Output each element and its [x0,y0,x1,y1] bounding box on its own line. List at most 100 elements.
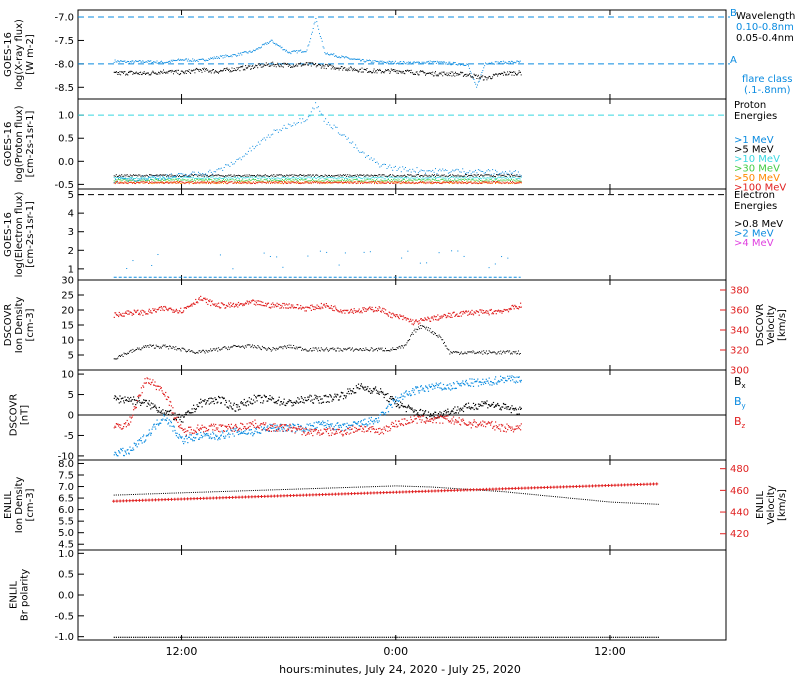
data-point [401,177,403,179]
data-point [297,50,299,52]
data-point [215,182,217,184]
data-point [492,313,495,315]
data-point [311,179,313,180]
data-point [213,403,215,405]
data-point [125,179,127,181]
data-point [222,57,224,59]
data-point [212,182,214,184]
data-point [462,178,464,180]
y2-tick-label: 340 [730,326,749,337]
data-point [467,178,469,180]
data-point [295,50,297,51]
data-point [397,405,399,407]
data-point [240,175,242,177]
data-point [260,402,262,404]
data-point [248,179,250,180]
data-point [436,335,438,337]
data-point [518,61,520,63]
data-point [517,175,519,177]
data-point [517,171,519,173]
data-point [520,71,521,73]
data-point [269,306,271,308]
data-point [377,61,379,63]
data-point [476,176,478,178]
data-point [475,407,477,409]
data-point [261,46,262,48]
data-point [307,116,309,118]
data-point [228,400,230,402]
data-point [481,72,483,73]
data-point [317,305,320,307]
data-point [382,391,384,393]
data-point [310,111,312,113]
data-point [335,181,337,183]
data-point [125,312,127,314]
data-point [245,182,247,184]
y-tick-label: -8.5 [54,83,74,94]
data-point [516,182,518,184]
data-point [485,63,487,65]
data-point [375,162,376,163]
data-point [143,177,145,179]
data-point [299,118,301,120]
data-point [319,350,321,352]
data-point [145,400,147,402]
data-point [180,416,182,418]
data-point [270,307,272,309]
data-point [263,178,265,180]
data-point [466,176,468,178]
data-point [291,347,293,349]
data-point [456,180,458,182]
data-point [208,179,209,181]
data-point [351,180,353,182]
data-point [252,68,254,69]
data-point [470,174,472,176]
data-point [287,401,289,403]
data-point [460,407,462,409]
data-point [334,348,336,350]
data-point [244,303,246,305]
data-point [160,412,162,414]
data-point [136,60,137,62]
data-point [424,180,426,182]
data-point [200,398,202,400]
data-point [445,178,447,180]
data-point [431,73,433,75]
data-point [325,177,327,179]
data-point [181,181,183,183]
data-point [294,50,295,52]
data-point [339,180,341,182]
data-point [255,65,257,67]
data-point [289,181,291,183]
data-point [300,179,302,181]
data-point [264,174,266,176]
data-point [195,408,197,410]
data-point [475,169,476,171]
data-point [128,313,130,315]
data-point [258,47,260,49]
data-point [400,401,402,403]
data-point [352,350,354,352]
data-point [347,388,349,390]
data-point [252,299,254,301]
data-point [449,312,451,315]
data-point [337,57,339,58]
data-point [163,345,165,347]
data-point [165,72,167,74]
data-point [422,413,425,415]
data-point [273,306,275,308]
data-point [476,78,478,79]
data-point [184,174,186,176]
data-point [213,180,215,182]
data-point [140,178,142,180]
data-point [232,178,234,180]
data-point [144,180,146,182]
data-point [275,175,277,177]
data-point [309,180,311,182]
data-point [397,182,399,184]
data-point [439,183,441,184]
data-point [342,310,344,312]
data-point [444,177,446,179]
data-point [356,147,358,149]
data-point [298,398,300,400]
